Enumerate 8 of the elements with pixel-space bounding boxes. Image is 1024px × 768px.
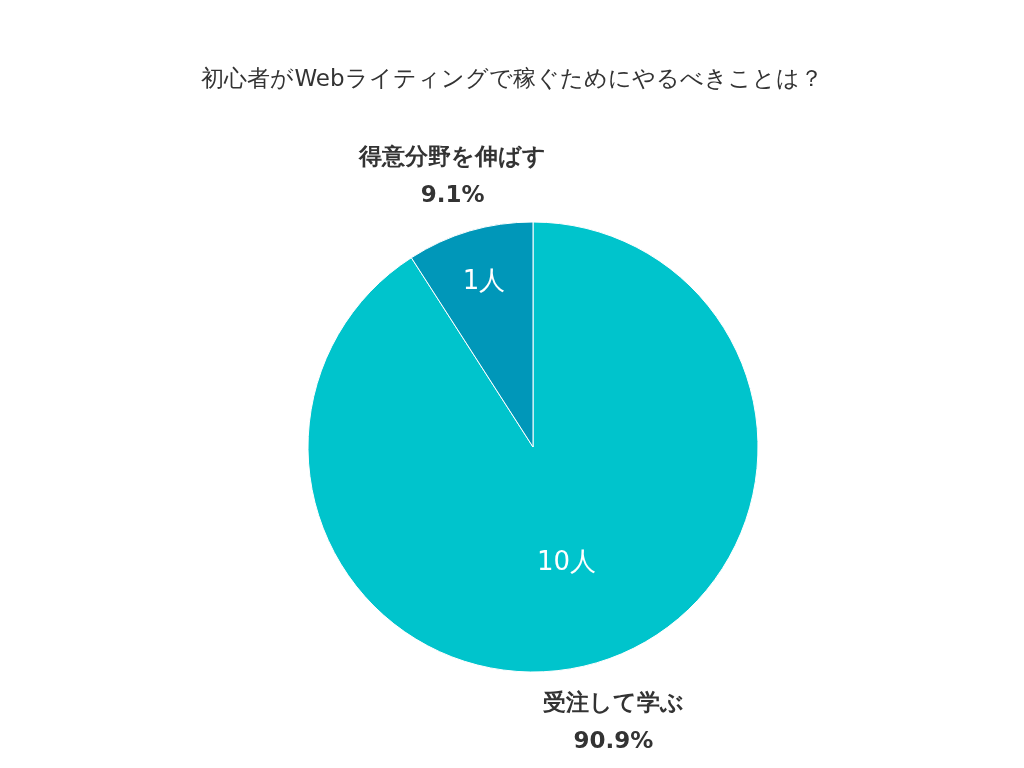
- chart-title: 初心者がWebライティングで稼ぐためにやるべきことは？: [200, 64, 824, 93]
- slice-label: 受注して学ぶ: [542, 689, 684, 716]
- text: 90.9%: [573, 727, 654, 754]
- slice-label: 得意分野を伸ばす: [358, 142, 547, 169]
- text: 9.1%: [420, 180, 485, 207]
- pie-slice: [307, 221, 759, 673]
- data-label: 1人: [462, 265, 506, 296]
- data-label: 10人: [536, 545, 596, 576]
